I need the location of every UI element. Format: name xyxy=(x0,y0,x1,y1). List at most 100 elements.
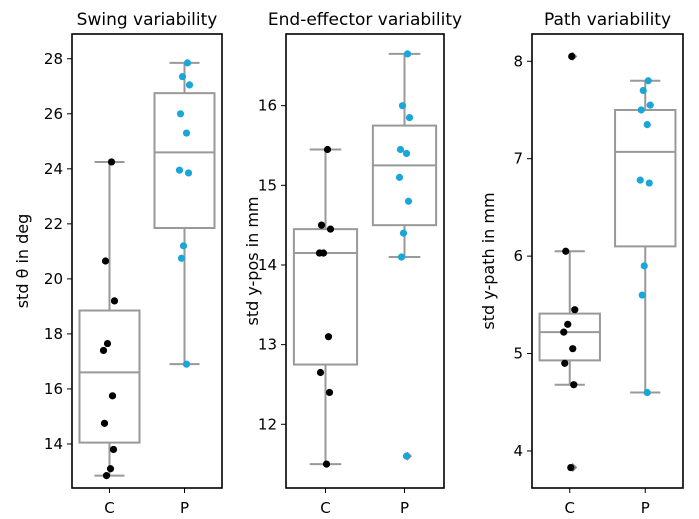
panel-2: 12 13 14 15 16 C P End-effector variability std … xyxy=(243,10,462,517)
ytick-label: 26 xyxy=(44,105,63,123)
data-point-C-8 xyxy=(567,463,575,472)
data-point-P-1 xyxy=(639,86,647,95)
data-point-P-6 xyxy=(404,197,413,205)
data-point-C-8 xyxy=(106,465,115,473)
ytick-label: 12 xyxy=(258,415,277,433)
data-point-C-1 xyxy=(101,257,110,265)
panel-title: Swing variability xyxy=(77,10,218,30)
ytick-label: 14 xyxy=(258,256,277,274)
ytick-label: 18 xyxy=(44,325,63,343)
data-point-P-8 xyxy=(638,291,646,299)
box-P xyxy=(153,92,216,229)
data-point-C-7 xyxy=(570,381,578,389)
data-point-P-6 xyxy=(184,169,193,177)
data-point-P-2 xyxy=(405,114,414,122)
ytick-label: 15 xyxy=(258,176,277,194)
box-C xyxy=(292,228,359,366)
box-C xyxy=(538,312,601,362)
data-point-C-0 xyxy=(107,158,116,166)
y-axis-label: std y-pos in mm xyxy=(243,196,262,325)
data-point-C-2 xyxy=(110,297,119,305)
data-point-P-4 xyxy=(182,129,191,137)
data-point-C-1 xyxy=(317,221,326,229)
data-point-P-9 xyxy=(402,452,411,460)
data-point-P-3 xyxy=(637,106,645,114)
data-point-C-2 xyxy=(326,225,335,233)
ytick-label: 28 xyxy=(44,50,63,68)
ytick-label: 5 xyxy=(513,345,523,363)
data-point-C-3 xyxy=(564,320,572,328)
xtick-label: P xyxy=(400,499,409,517)
data-point-P-4 xyxy=(402,149,411,158)
data-point-P-7 xyxy=(399,229,408,237)
panel-3: 4 5 6 7 8 C P Path variability std y-path in mm xyxy=(479,10,684,517)
data-point-C-6 xyxy=(100,419,109,427)
ytick-label: 13 xyxy=(258,336,277,354)
ytick-label: 14 xyxy=(44,435,63,453)
data-point-C-3 xyxy=(103,339,112,348)
data-point-C-4 xyxy=(560,328,568,336)
y-axis-label: std θ in deg xyxy=(13,214,32,309)
ytick-label: 4 xyxy=(513,442,523,460)
data-point-C-4 xyxy=(99,346,108,355)
box-P xyxy=(371,124,438,227)
data-point-P-1 xyxy=(178,73,187,81)
xtick-label: P xyxy=(641,499,650,517)
data-point-C-7 xyxy=(109,445,118,454)
data-point-P-8 xyxy=(397,253,406,261)
data-point-P-0 xyxy=(644,77,652,85)
xtick-label: C xyxy=(104,499,114,517)
data-point-C-0 xyxy=(568,52,576,61)
ytick-label: 24 xyxy=(44,160,63,178)
data-point-P-8 xyxy=(177,254,186,262)
data-point-C-6 xyxy=(316,368,325,377)
data-point-P-5 xyxy=(636,176,644,184)
data-point-P-3 xyxy=(176,110,185,118)
xtick-label: P xyxy=(180,499,189,517)
box-P xyxy=(614,108,677,248)
data-point-C-6 xyxy=(561,359,569,367)
data-point-C-5 xyxy=(108,392,117,400)
data-point-C-0 xyxy=(323,145,332,154)
ytick-label: 16 xyxy=(44,380,63,398)
plot-frame xyxy=(285,33,445,489)
ytick-label: 6 xyxy=(513,247,523,265)
xtick-label: C xyxy=(565,499,575,517)
data-point-P-7 xyxy=(179,242,188,250)
data-point-P-6 xyxy=(645,179,653,187)
xtick-label: C xyxy=(320,499,330,517)
y-axis-label: std y-path in mm xyxy=(479,192,498,329)
data-point-P-0 xyxy=(403,50,412,58)
ytick-label: 16 xyxy=(258,97,277,115)
plot-frame xyxy=(71,33,223,489)
data-point-P-4 xyxy=(643,121,651,129)
data-point-P-0 xyxy=(183,59,192,67)
panel-title: End-effector variability xyxy=(268,10,462,30)
data-point-C-8 xyxy=(322,460,331,468)
ytick-label: 8 xyxy=(513,52,523,70)
data-point-P-9 xyxy=(643,388,651,397)
data-point-P-5 xyxy=(175,166,184,174)
data-point-P-9 xyxy=(182,360,191,368)
data-point-P-7 xyxy=(640,262,648,270)
box-C xyxy=(78,309,141,444)
data-point-C-5 xyxy=(324,333,333,341)
data-point-C-5 xyxy=(569,345,577,353)
data-point-C-2 xyxy=(571,306,579,314)
data-point-C-4 xyxy=(315,249,324,257)
data-point-C-1 xyxy=(562,247,570,255)
data-point-P-1 xyxy=(398,102,407,110)
panel-title: Path variability xyxy=(544,10,671,30)
plot-frame xyxy=(531,33,684,489)
data-point-P-2 xyxy=(185,81,194,89)
data-point-P-3 xyxy=(396,145,405,154)
panel-1: 14 16 18 20 22 24 26 28 C P Swing variability std θ… xyxy=(13,10,223,517)
ytick-label: 22 xyxy=(44,215,63,233)
data-point-C-9 xyxy=(102,472,111,480)
ytick-label: 20 xyxy=(44,270,63,288)
ytick-label: 7 xyxy=(513,150,523,168)
data-point-P-5 xyxy=(395,173,404,181)
data-point-P-2 xyxy=(646,101,654,109)
data-point-C-7 xyxy=(325,388,334,397)
